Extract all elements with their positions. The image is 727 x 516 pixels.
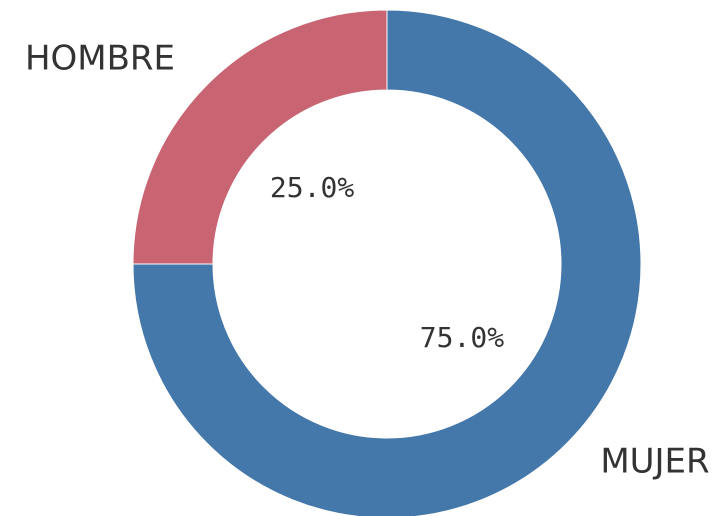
category-label: MUJER xyxy=(600,442,709,482)
value-label: 25.0% xyxy=(270,171,354,204)
donut-segment xyxy=(132,9,642,516)
donut-segment xyxy=(132,9,388,265)
category-label: HOMBRE xyxy=(25,39,175,79)
value-label: 75.0% xyxy=(420,321,504,354)
